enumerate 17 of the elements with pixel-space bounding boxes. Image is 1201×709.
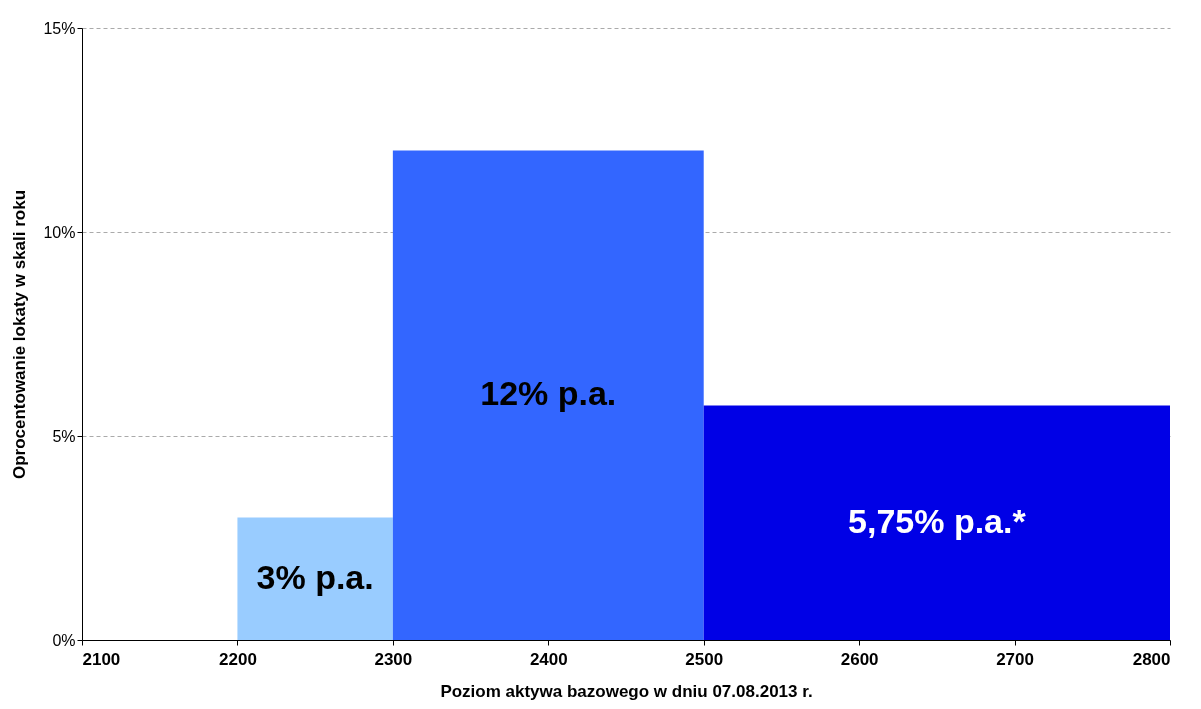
x-tick-label: 2200 — [219, 649, 257, 669]
x-tick-label: 2700 — [996, 649, 1034, 669]
x-tick-label: 2300 — [374, 649, 413, 669]
data-label: 12% p.a. — [480, 374, 617, 413]
y-tick-label: 15% — [43, 19, 76, 37]
y-tick-label: 5% — [52, 427, 76, 445]
data-label: 5,75% p.a.* — [848, 501, 1027, 540]
x-axis-title: Poziom aktywa bazowego w dniu 07.08.2013 r. — [440, 681, 813, 701]
y-axis-title: Oprocentowanie lokaty w skali roku — [10, 189, 30, 480]
x-tick-label: 2800 — [1132, 649, 1171, 669]
y-tick-label: 0% — [52, 631, 76, 649]
x-tick-label: 2600 — [840, 649, 879, 669]
y-tick-label: 10% — [43, 223, 76, 241]
data-label: 3% p.a. — [256, 557, 374, 596]
x-tick-label: 2500 — [685, 649, 724, 669]
x-tick-label: 2400 — [529, 649, 568, 669]
x-tick-label: 2100 — [82, 649, 121, 669]
